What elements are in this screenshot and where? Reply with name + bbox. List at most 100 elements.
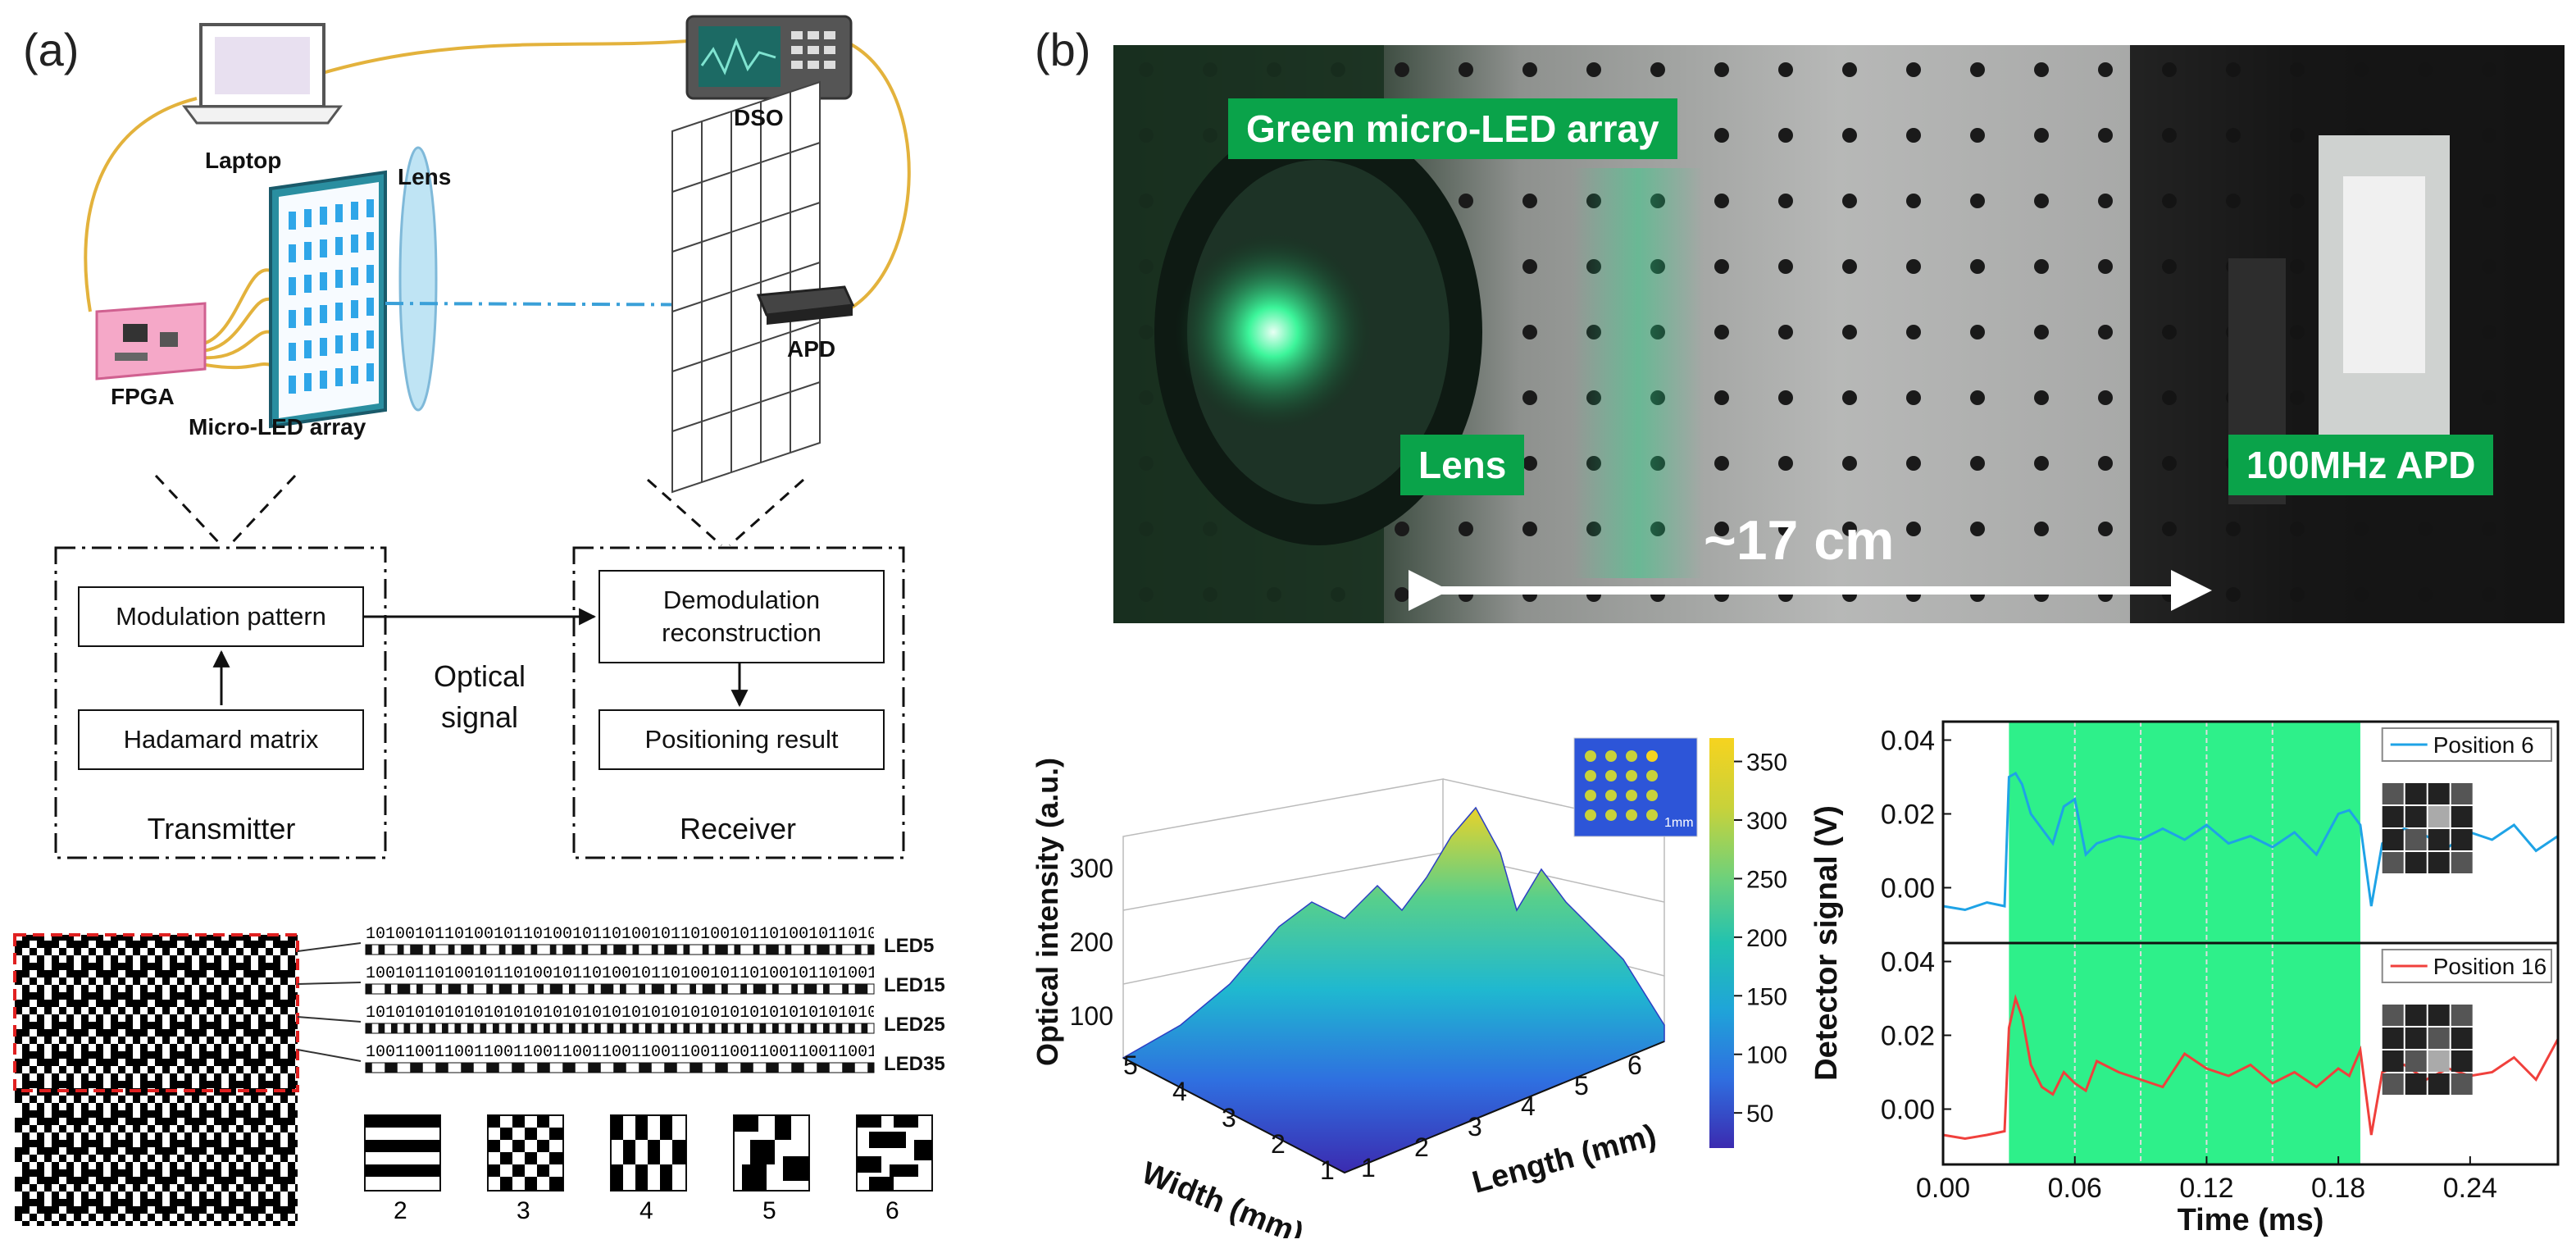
bit-mark [600, 984, 608, 994]
led15-label: LED15 [884, 974, 945, 996]
led-dot [335, 303, 343, 321]
position-pixel [2405, 1028, 2427, 1049]
position-pixel [2405, 806, 2427, 827]
basis-pattern-2 [364, 1114, 441, 1192]
colorbar-tick-label: 50 [1746, 1100, 1773, 1128]
surface-zlabel: Optical intensity (a.u.) [1031, 758, 1064, 1066]
position-pixel [2451, 829, 2473, 850]
y-tick-label: 0.00 [1881, 873, 1935, 905]
bit-mark [766, 945, 772, 955]
setup-schematic [54, 15, 911, 859]
modulation-pattern-box: Modulation pattern [78, 586, 364, 647]
surface-chart: 350 300 250 200 150 100 50 1mm Optical intensi… [1031, 737, 1787, 1238]
inset-spot [1605, 790, 1617, 801]
led-dot [366, 330, 374, 349]
bit-mark [721, 984, 728, 994]
position-pixel [2382, 1073, 2404, 1095]
bit-mark [791, 1063, 798, 1073]
bit-mark [461, 1063, 467, 1073]
position-pixel [2451, 1005, 2473, 1026]
bit-mark [403, 984, 411, 994]
y-tick-label: 0.02 [1881, 800, 1935, 831]
bit-mark [562, 945, 569, 955]
inset-spot [1646, 809, 1658, 821]
bit-mark [416, 945, 423, 955]
bit-mark [410, 1063, 416, 1073]
receiver-frame [572, 546, 905, 859]
bit-mark [759, 984, 767, 994]
bit-mark [613, 945, 620, 955]
bit-mark [803, 945, 811, 955]
bit-mark [658, 984, 665, 994]
optical-label: Optical [433, 659, 526, 693]
basis-pattern-4 [610, 1114, 687, 1192]
led-dot [304, 275, 312, 293]
bit-mark [849, 1023, 855, 1033]
x-tick-label: 0.06 [2048, 1173, 2102, 1204]
bit-mark [486, 984, 493, 994]
x-tick-label: 1 [1361, 1153, 1376, 1182]
bit-mark [429, 945, 436, 955]
colorbar-tick-label: 350 [1746, 750, 1787, 777]
bit-mark [569, 1063, 576, 1073]
bit-mark [854, 945, 862, 955]
bit-mark [613, 1063, 620, 1073]
positioning-result-box: Positioning result [598, 709, 885, 770]
bit-mark [823, 945, 830, 955]
position-pixel [2405, 1073, 2427, 1095]
bit-mark [505, 984, 512, 994]
bit-mark [658, 1023, 665, 1033]
inset-spot [1646, 790, 1658, 801]
bit-mark [721, 945, 728, 955]
bit-mark [594, 1023, 601, 1033]
basis-pattern-3 [487, 1114, 564, 1192]
bit-mark [505, 1023, 512, 1033]
position-pixel [2382, 1028, 2404, 1049]
bit-mark [753, 945, 760, 955]
led-dot [289, 376, 296, 394]
inset-scale: 1mm [1664, 816, 1694, 830]
bit-mark [620, 984, 626, 994]
bit-mark [403, 1023, 411, 1033]
led-dot [351, 202, 358, 220]
bit-mark [721, 1063, 728, 1073]
y-tick-label: 2 [1271, 1129, 1286, 1159]
hadamard-section [13, 933, 933, 1226]
led-dot [351, 333, 358, 351]
colorbar [1709, 738, 1734, 1148]
bit-mark [817, 945, 823, 955]
position-pixel [2428, 1028, 2450, 1049]
position-pixel [2405, 1005, 2427, 1026]
x-tick-label: 6 [1627, 1050, 1642, 1080]
bit-mark [467, 945, 474, 955]
led-dot [304, 373, 312, 391]
led-dot [335, 237, 343, 255]
led35-label: LED35 [884, 1053, 945, 1075]
legend-label-1: Position 6 [2433, 732, 2534, 758]
led-dot [366, 298, 374, 316]
bit-mark [734, 1023, 741, 1033]
bit-mark [416, 1063, 423, 1073]
fpga-label: FPGA [111, 384, 175, 409]
bit-mark [708, 1023, 716, 1033]
bit-mark [537, 984, 544, 994]
bit-mark [600, 945, 608, 955]
legend-label-2: Position 16 [2433, 954, 2547, 979]
position-pixel [2405, 783, 2427, 804]
led5-label: LED5 [884, 935, 935, 957]
bit-mark [721, 1023, 728, 1033]
position-pixel [2405, 852, 2427, 873]
intensity-surface [1122, 806, 1665, 1173]
bit-mark [702, 945, 709, 955]
bit-mark [810, 984, 817, 994]
led-dot [289, 244, 296, 262]
basis-number-3: 3 [517, 1197, 530, 1224]
x-tick-label: 0.24 [2443, 1173, 2497, 1204]
bit-mark [823, 1023, 830, 1033]
bit-mark [530, 1023, 538, 1033]
bit-mark [620, 1023, 626, 1033]
bit-mark [861, 1023, 868, 1033]
inset-spot [1626, 809, 1637, 821]
y-tick-label: 0.00 [1881, 1095, 1935, 1126]
bit-mark [391, 1023, 398, 1033]
